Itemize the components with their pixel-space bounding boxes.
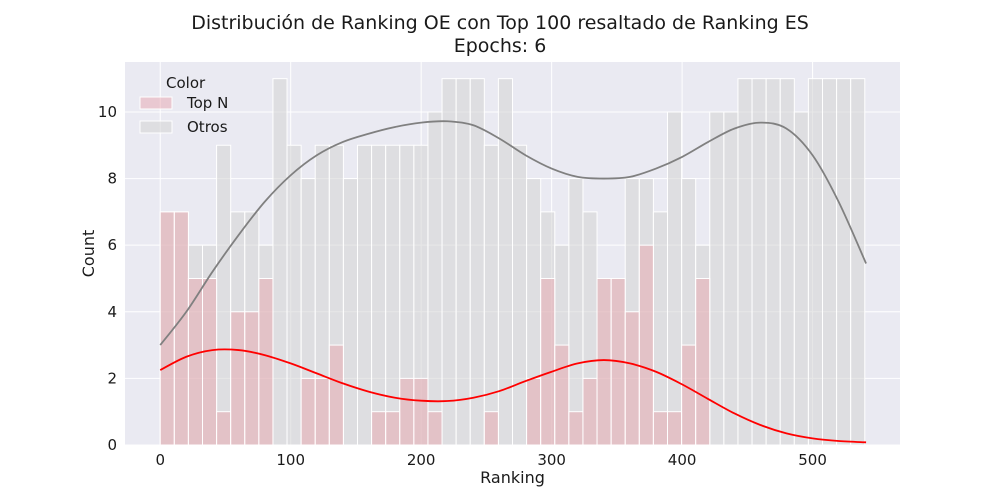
x-tick-label: 300 [537, 451, 566, 469]
y-tick-label: 10 [98, 103, 117, 121]
bar-otros [822, 78, 838, 446]
bar-top-n [652, 411, 669, 446]
bar-top-n [582, 377, 598, 446]
bar-top-n [187, 277, 203, 446]
chart-subtitle: Epochs: 6 [453, 35, 547, 57]
bar-top-n [568, 411, 584, 446]
bar-top-n [314, 377, 330, 446]
bar-top-n [230, 311, 246, 446]
bar-otros [272, 78, 288, 446]
bar-otros [357, 144, 373, 446]
x-tick-label: 400 [668, 451, 697, 469]
bar-top-n [554, 344, 570, 446]
y-tick-label: 8 [107, 170, 117, 188]
kde-line-otros [159, 120, 867, 346]
legend-title: Color [166, 74, 206, 92]
bar-top-n [638, 244, 654, 446]
bar-top-n [328, 344, 344, 446]
y-tick-label: 4 [107, 303, 117, 321]
y-tick-label: 2 [107, 369, 117, 387]
x-axis-label: Ranking [480, 468, 545, 487]
bar-top-n [427, 411, 443, 446]
bar-otros [427, 111, 443, 446]
bars [159, 78, 866, 446]
bar-top-n [695, 277, 711, 446]
bar-otros [469, 78, 485, 446]
bar-otros [737, 78, 753, 446]
bar-otros [483, 144, 499, 446]
x-tick-label: 100 [276, 451, 305, 469]
legend: Color Top N Otros [139, 74, 228, 136]
bar-otros [709, 111, 725, 446]
bar-otros [216, 144, 232, 446]
legend-label-top-n: Top N [186, 94, 228, 112]
bar-otros [723, 111, 739, 446]
bar-otros [385, 144, 401, 446]
x-tick-label: 500 [798, 451, 827, 469]
legend-swatch-otros [139, 120, 173, 134]
chart-title: Distribución de Ranking OE con Top 100 r… [191, 12, 809, 34]
bar-otros [807, 78, 824, 446]
bar-top-n [173, 211, 189, 446]
bar-top-n [681, 344, 697, 446]
bar-otros [286, 144, 302, 446]
bar-top-n [399, 377, 415, 446]
bar-top-n [300, 377, 316, 446]
bar-top-n [667, 411, 683, 446]
bar-otros [850, 78, 866, 446]
bar-top-n [483, 411, 499, 446]
x-tick-label: 0 [155, 451, 165, 469]
bar-otros [342, 178, 358, 446]
bar-top-n [258, 277, 274, 446]
legend-swatch-top-n [139, 96, 173, 110]
bar-otros [667, 111, 683, 446]
bar-top-n [216, 411, 232, 446]
y-axis-label: Count [79, 230, 98, 278]
bar-otros [765, 78, 781, 446]
legend-label-otros: Otros [187, 118, 228, 136]
bar-otros [568, 178, 584, 446]
bar-otros [836, 78, 852, 446]
y-tick-label: 6 [107, 236, 117, 254]
bar-top-n [413, 377, 429, 446]
bar-otros [793, 111, 809, 446]
bar-top-n [624, 311, 640, 446]
bar-otros [512, 144, 528, 446]
bar-otros [441, 78, 457, 446]
bar-top-n [596, 277, 612, 446]
bar-top-n [385, 411, 401, 446]
kde-lines [159, 120, 867, 444]
bar-otros [455, 78, 471, 446]
bar-top-n [371, 411, 387, 446]
y-tick-label: 0 [107, 436, 117, 454]
x-tick-label: 200 [407, 451, 436, 469]
bar-top-n [244, 311, 260, 446]
bar-top-n [159, 211, 175, 446]
bar-top-n [202, 277, 218, 446]
bar-otros [371, 144, 387, 446]
bar-otros [652, 211, 669, 446]
bar-top-n [540, 277, 556, 446]
tick-labels: 0 100 200 300 400 500 0 2 4 6 8 10 [98, 103, 827, 469]
kde-line-top-n [159, 348, 867, 444]
bar-top-n [526, 377, 542, 446]
bar-otros [751, 78, 767, 446]
